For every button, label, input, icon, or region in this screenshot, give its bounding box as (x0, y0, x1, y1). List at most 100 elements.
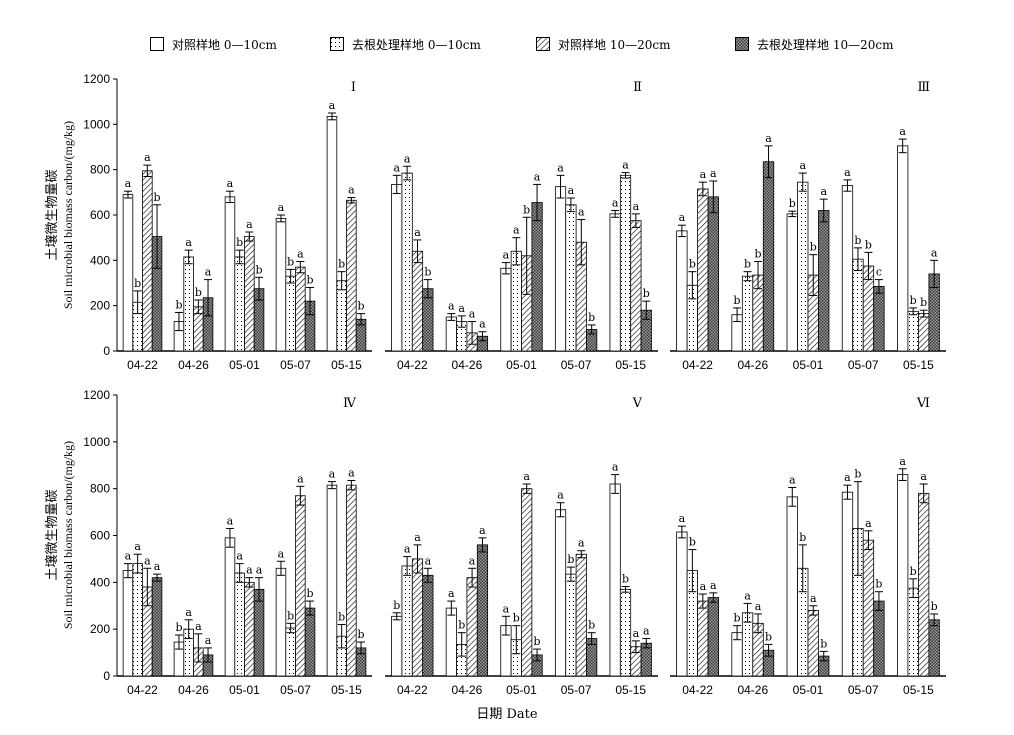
bar (151, 577, 163, 677)
significance-letter: b (534, 635, 541, 648)
bar (422, 574, 434, 677)
significance-letter: a (844, 166, 851, 179)
significance-letter: a (931, 246, 938, 259)
panel-label: Ⅰ (351, 80, 356, 95)
significance-letter: a (513, 224, 520, 237)
significance-letter: a (568, 184, 575, 197)
bar (183, 256, 194, 352)
significance-letter: a (404, 543, 411, 556)
significance-letter: a (458, 302, 465, 315)
significance-letter: a (920, 470, 927, 483)
bar (531, 202, 543, 352)
bar (818, 210, 830, 352)
legend-swatch-hatch (536, 37, 550, 51)
significance-letter: b (622, 573, 629, 586)
bar (346, 199, 357, 352)
significance-letter: b (154, 191, 161, 204)
significance-letter: a (278, 201, 285, 214)
significance-letter: b (567, 553, 574, 566)
bar (224, 196, 236, 352)
significance-letter: a (810, 592, 817, 605)
bar (275, 567, 287, 677)
x-tick-label: 04-26 (452, 683, 483, 697)
significance-letter: b (134, 277, 141, 290)
bar (326, 484, 338, 677)
bar (762, 161, 775, 352)
x-tick-label: 05-01 (229, 683, 260, 697)
significance-letter: a (414, 531, 421, 544)
significance-letter: a (622, 159, 629, 172)
x-tick-label: 05-07 (280, 683, 311, 697)
bar (295, 266, 306, 352)
legend-swatch-white (150, 37, 164, 51)
bar (554, 186, 567, 352)
y-axis-title-en: Soil microbial biomass carbon/(mg/kg) (61, 441, 75, 629)
significance-letter: b (424, 266, 431, 279)
y-tick-label: 200 (90, 299, 110, 313)
bar (797, 181, 809, 352)
x-tick-label: 05-01 (793, 683, 824, 697)
bar (862, 539, 875, 677)
significance-letter: a (329, 99, 336, 112)
significance-letter: a (710, 579, 717, 592)
bar (928, 619, 940, 677)
significance-letter: a (765, 132, 772, 145)
significance-letter: b (689, 536, 696, 549)
significance-letter: b (734, 294, 741, 307)
bar (852, 258, 864, 352)
bar (346, 484, 357, 677)
bar (786, 213, 798, 352)
legend: 对照样地 0—10cm 去根处理样地 0—10cm 对照样地 10—20cm 去… (0, 34, 1014, 58)
bar (841, 491, 854, 677)
significance-letter: a (246, 218, 253, 231)
bar (476, 544, 489, 677)
bar (873, 285, 885, 352)
significance-letter: a (348, 466, 355, 479)
significance-letter: a (278, 547, 285, 560)
significance-letter: a (679, 512, 686, 525)
x-tick-label: 05-07 (561, 683, 592, 697)
panel-label: Ⅳ (343, 396, 357, 411)
significance-letter: b (854, 234, 861, 247)
significance-letter: a (256, 564, 263, 577)
significance-letter: a (643, 625, 650, 638)
y-tick-label: 1000 (83, 117, 110, 131)
x-tick-label: 04-26 (178, 358, 209, 372)
significance-letter: b (789, 197, 796, 210)
panel-label: Ⅴ (632, 396, 643, 411)
significance-letter: a (297, 247, 304, 260)
significance-letter: a (557, 489, 564, 502)
legend-label: 去根处理样地 10—20cm (757, 37, 894, 52)
significance-letter: b (307, 587, 314, 600)
bar (907, 310, 919, 352)
bar (411, 250, 424, 352)
bar (304, 607, 316, 677)
significance-letter: b (287, 609, 294, 622)
x-tick-label: 05-01 (506, 683, 537, 697)
x-axis-title: 日期 Date (476, 707, 538, 722)
significance-letter: a (185, 606, 192, 619)
significance-letter: a (679, 211, 686, 224)
x-tick-label: 04-22 (397, 358, 428, 372)
significance-letter: a (297, 472, 304, 485)
significance-letter: a (479, 524, 486, 537)
bar (907, 587, 919, 677)
bar (391, 615, 403, 677)
significance-letter: b (643, 287, 650, 300)
significance-letter: a (633, 200, 640, 213)
bar (142, 170, 153, 352)
significance-letter: a (612, 196, 619, 209)
significance-letter: a (125, 177, 132, 190)
bar (253, 588, 265, 677)
y-axis-title-cn: 土壤微生物量碳 (44, 169, 60, 260)
significance-letter: b (195, 286, 202, 299)
bar (918, 492, 930, 677)
significance-letter: a (700, 168, 707, 181)
significance-letter: b (588, 311, 595, 324)
significance-letter: a (154, 560, 161, 573)
y-tick-label: 800 (90, 482, 110, 496)
significance-letter: a (144, 151, 151, 164)
bar (609, 213, 621, 352)
bar (401, 565, 413, 677)
